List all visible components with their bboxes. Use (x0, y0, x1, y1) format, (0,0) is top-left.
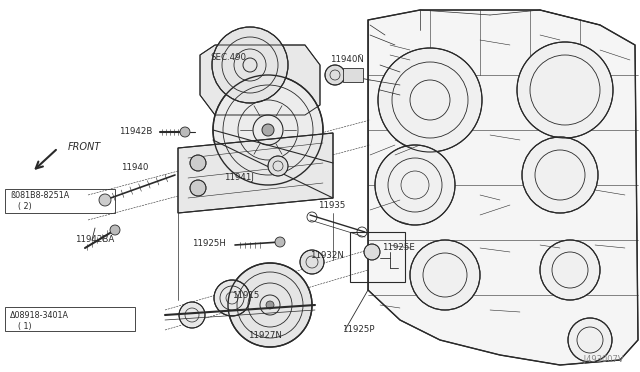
Circle shape (190, 180, 206, 196)
Text: ß081B8-8251A: ß081B8-8251A (10, 192, 69, 201)
Circle shape (262, 124, 274, 136)
Circle shape (266, 301, 274, 309)
Circle shape (568, 318, 612, 362)
Circle shape (212, 27, 288, 103)
Text: 11940Ñ: 11940Ñ (330, 55, 364, 64)
Circle shape (540, 240, 600, 300)
Circle shape (99, 194, 111, 206)
Circle shape (190, 155, 206, 171)
Bar (5, 189, 115, 213)
Text: 11940: 11940 (120, 164, 148, 173)
Text: 11941J: 11941J (224, 173, 254, 183)
Circle shape (179, 302, 205, 328)
Text: 11925P: 11925P (342, 326, 374, 334)
Text: 11927N: 11927N (248, 330, 282, 340)
Bar (343, 68, 363, 82)
Text: 11932N: 11932N (310, 251, 344, 260)
Text: 11942B: 11942B (118, 126, 152, 135)
Circle shape (378, 48, 482, 152)
Text: ( 2): ( 2) (18, 202, 32, 212)
Circle shape (375, 145, 455, 225)
Circle shape (228, 263, 312, 347)
Circle shape (325, 65, 345, 85)
Polygon shape (368, 10, 638, 365)
Text: 11925E: 11925E (382, 244, 415, 253)
Polygon shape (178, 133, 333, 213)
Polygon shape (200, 45, 320, 115)
Text: FRONT: FRONT (68, 142, 101, 152)
Circle shape (180, 127, 190, 137)
Bar (5, 307, 135, 331)
Circle shape (268, 156, 288, 176)
Text: 11935: 11935 (318, 202, 346, 211)
Bar (350, 232, 405, 282)
Circle shape (214, 280, 250, 316)
Text: Δ08918-3401A: Δ08918-3401A (10, 311, 69, 320)
Text: 11942BA: 11942BA (75, 235, 115, 244)
Text: .J493007V: .J493007V (581, 356, 624, 365)
Circle shape (213, 75, 323, 185)
Text: SEC.490: SEC.490 (210, 54, 246, 62)
Circle shape (517, 42, 613, 138)
Circle shape (110, 225, 120, 235)
Text: ( 1): ( 1) (18, 321, 31, 330)
Circle shape (300, 250, 324, 274)
Circle shape (364, 244, 380, 260)
Circle shape (410, 240, 480, 310)
Circle shape (522, 137, 598, 213)
Circle shape (275, 237, 285, 247)
Text: 11925H: 11925H (192, 238, 226, 247)
Text: 11915: 11915 (232, 291, 259, 299)
